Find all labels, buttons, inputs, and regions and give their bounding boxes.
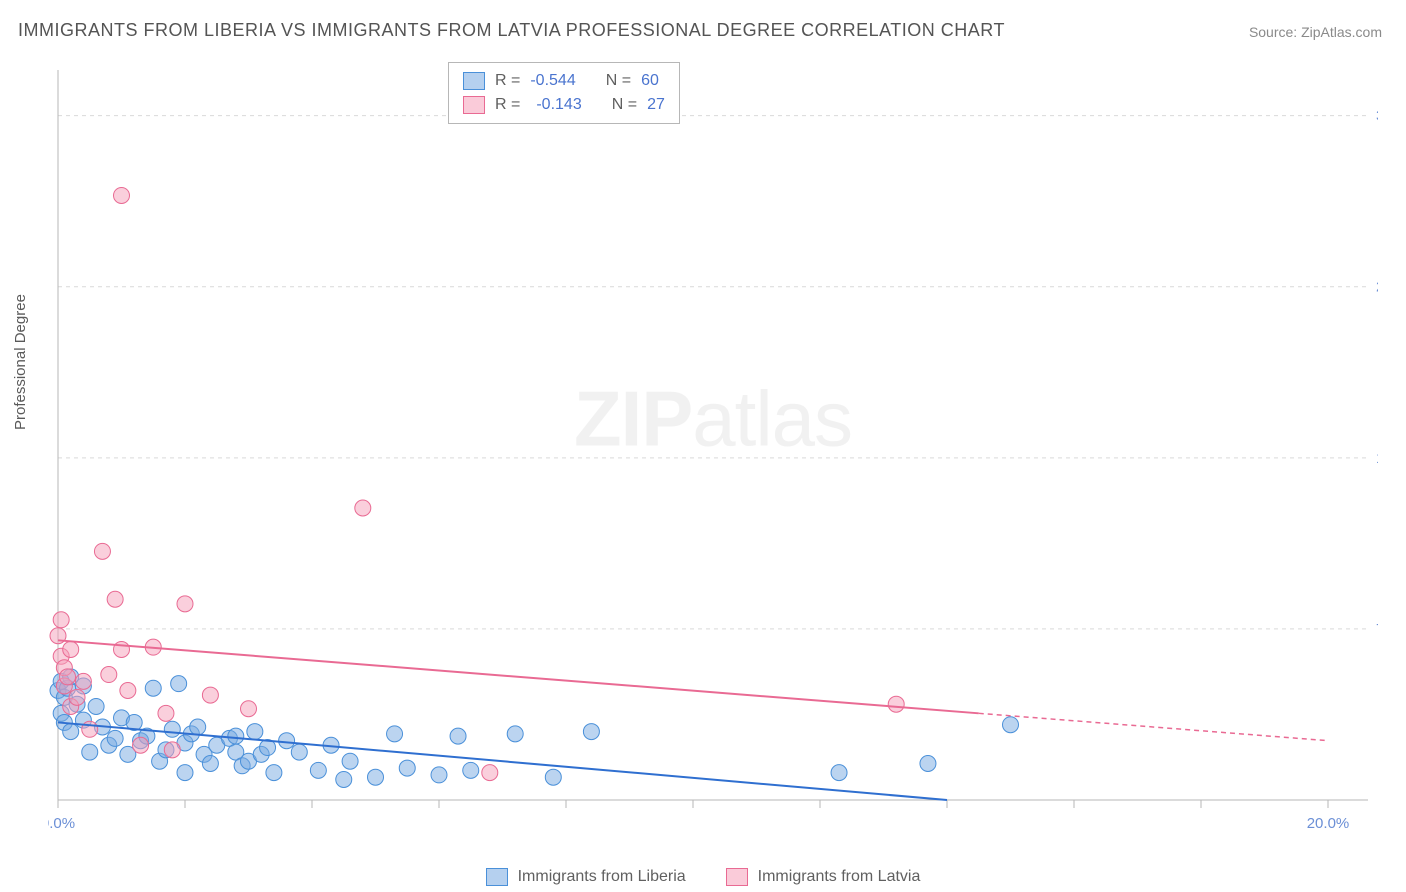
correlation-legend: R = -0.544 N = 60 R = -0.143 N = 27 xyxy=(448,62,680,124)
svg-text:20.0%: 20.0% xyxy=(1307,815,1350,832)
legend-item-liberia: Immigrants from Liberia xyxy=(486,868,686,886)
source-attribution: Source: ZipAtlas.com xyxy=(1249,24,1382,40)
legend-item-latvia: Immigrants from Latvia xyxy=(726,868,921,886)
chart-area: ZIPatlas 7.5% 15.0% 22.5% 30.0% 0.0% 20.0% xyxy=(48,60,1378,840)
svg-text:15.0%: 15.0% xyxy=(1376,450,1378,467)
series-legend: Immigrants from Liberia Immigrants from … xyxy=(0,868,1406,886)
chart-title: IMMIGRANTS FROM LIBERIA VS IMMIGRANTS FR… xyxy=(18,20,1005,41)
swatch-blue-icon xyxy=(486,868,508,886)
legend-label: Immigrants from Liberia xyxy=(518,868,686,886)
legend-row-liberia: R = -0.544 N = 60 xyxy=(463,69,665,93)
legend-label: Immigrants from Latvia xyxy=(758,868,921,886)
svg-text:22.5%: 22.5% xyxy=(1376,279,1378,296)
watermark-bold: ZIP xyxy=(574,374,692,462)
n-value: 60 xyxy=(641,72,659,90)
n-value: 27 xyxy=(647,96,665,114)
r-label: R = xyxy=(495,96,520,114)
r-label: R = xyxy=(495,72,520,90)
svg-text:0.0%: 0.0% xyxy=(48,815,75,832)
swatch-blue-icon xyxy=(463,72,485,90)
n-label: N = xyxy=(606,72,631,90)
swatch-pink-icon xyxy=(463,96,485,114)
r-value: -0.143 xyxy=(530,96,581,114)
n-label: N = xyxy=(612,96,637,114)
swatch-pink-icon xyxy=(726,868,748,886)
svg-text:7.5%: 7.5% xyxy=(1376,621,1378,638)
watermark-light: atlas xyxy=(692,374,852,462)
legend-row-latvia: R = -0.143 N = 27 xyxy=(463,93,665,117)
watermark: ZIPatlas xyxy=(574,373,852,464)
r-value: -0.544 xyxy=(530,72,575,90)
svg-text:30.0%: 30.0% xyxy=(1376,108,1378,125)
y-axis-label: Professional Degree xyxy=(12,294,29,430)
